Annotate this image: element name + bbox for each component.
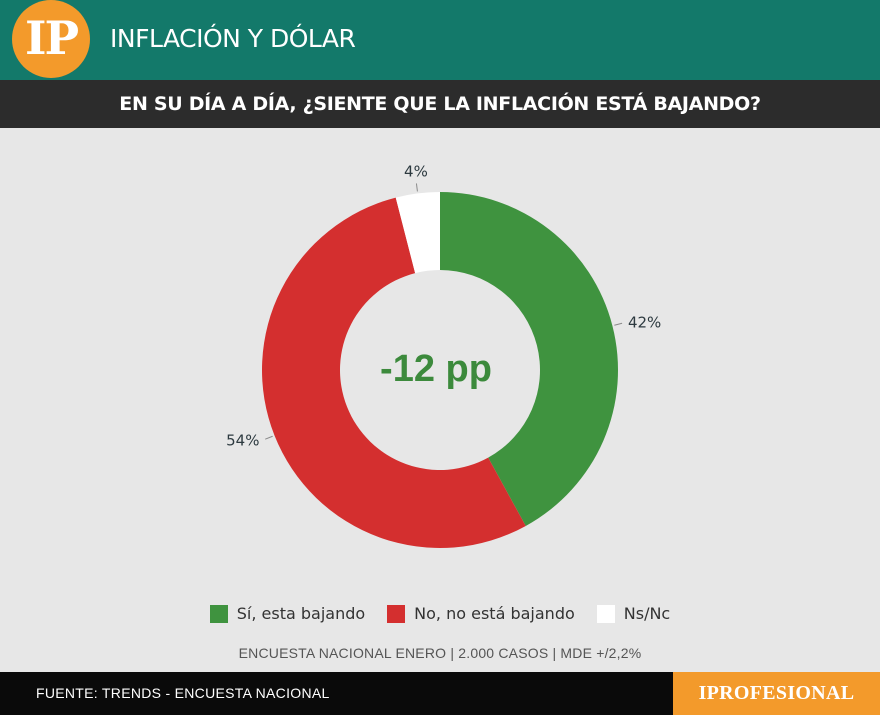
legend-swatch [596,604,615,623]
label-leader-line [614,322,623,326]
label-leader-line [415,183,418,192]
slice-value-label: 54% [226,432,259,450]
section-title: INFLACIÓN Y DÓLAR [110,24,356,53]
legend-item: Sí, esta bajando [209,604,366,623]
question-bar: EN SU DÍA A DÍA, ¿SIENTE QUE LA INFLACIÓ… [0,80,880,128]
source-text: FUENTE: TRENDS - ENCUESTA NACIONAL [36,685,330,701]
label-leader-line [265,435,273,440]
survey-question: EN SU DÍA A DÍA, ¿SIENTE QUE LA INFLACIÓ… [119,93,761,115]
footer-bar: FUENTE: TRENDS - ENCUESTA NACIONAL IPROF… [0,672,880,715]
slice-value-label: 42% [628,313,661,331]
donut-slice [395,192,440,274]
header-bar: IP INFLACIÓN Y DÓLAR [0,0,880,80]
legend-swatch [209,604,228,623]
survey-note: ENCUESTA NACIONAL ENERO | 2.000 CASOS | … [238,645,642,661]
brand-box: IPROFESIONAL [673,672,880,715]
slice-value-label: 4% [404,163,428,181]
legend-label: Sí, esta bajando [236,604,366,623]
logo-text: IP [24,11,79,65]
legend-swatch [387,604,406,623]
legend-label: No, no está bajando [414,604,575,623]
legend-item: No, no está bajando [387,604,575,623]
chart-legend: Sí, esta bajando No, no está bajando Ns/Nc [0,604,880,623]
legend-item: Ns/Nc [596,604,671,623]
legend-label: Ns/Nc [623,604,671,623]
donut-slice [440,192,618,526]
ip-logo: IP [12,0,90,78]
donut-slice [261,197,526,549]
donut-chart: 42% 54% 4% -12 pp [226,163,661,549]
center-label: -12 pp [380,348,492,390]
brand-logo: IPROFESIONAL [698,682,855,704]
